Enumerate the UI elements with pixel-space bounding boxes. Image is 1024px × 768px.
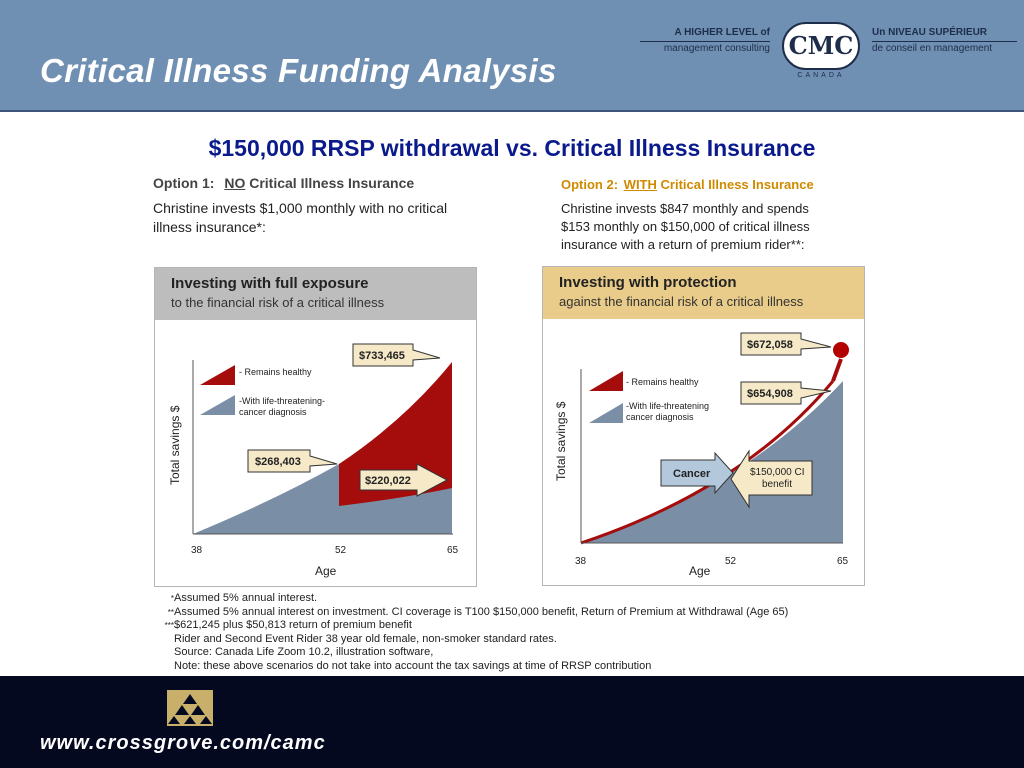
option2-legend-healthy-swatch bbox=[589, 371, 623, 391]
option2-healthy-tail bbox=[831, 358, 843, 382]
option1-callout-mid-box bbox=[247, 449, 338, 473]
option1-cancer-area-early bbox=[193, 464, 339, 534]
option2-benefit-arrow bbox=[730, 449, 813, 509]
footer-url: www.crossgrove.com/camc bbox=[40, 732, 326, 754]
option2-benefit-line2: benefit bbox=[762, 479, 792, 490]
footnote-4-text: Rider and Second Event Rider 38 year old… bbox=[174, 632, 557, 645]
option1-y-label: Total savings $ bbox=[168, 405, 182, 485]
option2-text-line3: insurance with a return of premium rider… bbox=[561, 237, 805, 252]
option1-text-line2: illness insurance*: bbox=[153, 219, 266, 235]
footnote-6: Note: these above scenarios do not take … bbox=[160, 660, 788, 674]
footnote-3-marker: *** bbox=[164, 621, 174, 630]
option2-callout-mid-box bbox=[740, 381, 832, 405]
option1-callout-low-box bbox=[359, 463, 449, 497]
footnote-1: *Assumed 5% annual interest. bbox=[160, 592, 788, 606]
footnote-1-marker: * bbox=[170, 594, 174, 603]
option2-benefit-line1: $150,000 CI bbox=[750, 467, 805, 478]
cmc-logo-canada: CANADA bbox=[797, 72, 845, 79]
option2-cancer-area bbox=[581, 381, 843, 543]
option2-cancer-arrow bbox=[660, 451, 734, 495]
option1-x-label: Age bbox=[315, 564, 337, 578]
option2-x-label: Age bbox=[689, 564, 711, 578]
option2-chart: - Remains healthy -With life-threatening… bbox=[554, 332, 849, 578]
option1-panel-title: Investing with full exposure bbox=[171, 275, 369, 292]
option1-heading-prefix: Option 1: bbox=[153, 175, 215, 191]
option1-chart: - Remains healthy -With life-threatening… bbox=[168, 343, 459, 578]
option2-callout-mid: $654,908 bbox=[747, 388, 793, 400]
cmc-logo: CMC bbox=[782, 22, 860, 70]
option2-legend-healthy: - Remains healthy bbox=[626, 377, 699, 387]
option2-legend-cancer-2: cancer diagnosis bbox=[626, 412, 694, 422]
option1-x-tick-52: 52 bbox=[335, 545, 347, 556]
option1-legend-cancer-1: -With life-threatening- bbox=[239, 396, 325, 406]
slide-subtitle: $150,000 RRSP withdrawal vs. Critical Il… bbox=[208, 135, 816, 161]
tagline-fr-line1: Un NIVEAU SUPÉRIEUR bbox=[872, 27, 988, 38]
option2-callout-top: $672,058 bbox=[747, 339, 793, 351]
option1-legend-healthy: - Remains healthy bbox=[239, 367, 312, 377]
option2-x-tick-52: 52 bbox=[725, 556, 737, 567]
tagline-fr-line2: de conseil en management bbox=[872, 41, 1017, 55]
option1-heading-suffix: Critical Illness Insurance bbox=[249, 175, 415, 191]
tagline-french: Un NIVEAU SUPÉRIEUR de conseil en manage… bbox=[872, 26, 1017, 55]
header-bar: Critical Illness Funding Analysis A HIGH… bbox=[0, 0, 1024, 112]
option2-endpoint-marker bbox=[833, 342, 849, 358]
option2-x-tick-38: 38 bbox=[575, 556, 587, 567]
option2-panel-title: Investing with protection bbox=[559, 274, 737, 291]
footnotes: *Assumed 5% annual interest. **Assumed 5… bbox=[160, 592, 789, 674]
option2-text-line2: $153 monthly on $150,000 of critical ill… bbox=[561, 219, 810, 234]
option1-panel-header: Investing with full exposure to the fina… bbox=[155, 268, 476, 320]
tagline-english: A HIGHER LEVEL of management consulting bbox=[640, 26, 770, 55]
option2-heading: Option 2: WITH Critical Illness Insuranc… bbox=[561, 177, 814, 192]
page-title: Critical Illness Funding Analysis bbox=[40, 52, 557, 89]
option1-x-tick-38: 38 bbox=[191, 545, 203, 556]
option2-cancer-label: Cancer bbox=[673, 468, 711, 480]
footnote-6-text: Note: these above scenarios do not take … bbox=[174, 659, 652, 672]
option1-callout-top: $733,465 bbox=[359, 350, 405, 362]
option1-callout-top-box bbox=[352, 343, 441, 367]
option2-text-line1: Christine invests $847 monthly and spend… bbox=[561, 201, 809, 216]
footnote-3-text: $621,245 plus $50,813 return of premium … bbox=[174, 619, 412, 631]
option2-legend-cancer-1: -With life-threatening bbox=[626, 401, 709, 411]
option1-heading: Option 1: NO Critical Illness Insurance bbox=[153, 175, 414, 191]
option1-text-line1: Christine invests $1,000 monthly with no… bbox=[153, 200, 448, 216]
tagline-en-line1: A HIGHER LEVEL of bbox=[674, 27, 770, 38]
option1-heading-emph: NO bbox=[224, 175, 246, 191]
option2-panel: Investing with protection against the fi… bbox=[542, 266, 865, 586]
option1-callout-low: $220,022 bbox=[365, 475, 411, 487]
option2-x-tick-65: 65 bbox=[837, 556, 849, 567]
option1-x-tick-65: 65 bbox=[447, 545, 459, 556]
footnote-2-marker: ** bbox=[167, 607, 174, 617]
option1-panel: Investing with full exposure to the fina… bbox=[154, 267, 477, 587]
option2-legend-cancer-swatch bbox=[589, 403, 623, 423]
option1-cancer-area-late bbox=[339, 488, 452, 534]
option2-heading-prefix: Option 2: bbox=[561, 177, 619, 192]
footnote-2: **Assumed 5% annual interest on investme… bbox=[160, 605, 789, 620]
option1-panel-subtitle: to the financial risk of a critical illn… bbox=[171, 295, 385, 310]
option2-description: Christine invests $847 monthly and spend… bbox=[561, 200, 810, 254]
footnote-3: ***$621,245 plus $50,813 return of premi… bbox=[160, 619, 788, 633]
option1-legend-cancer-2: cancer diagnosis bbox=[239, 407, 307, 417]
option2-panel-header: Investing with protection against the fi… bbox=[543, 267, 864, 319]
option1-legend-cancer-swatch bbox=[200, 395, 235, 415]
option1-callout-mid: $268,403 bbox=[255, 456, 301, 468]
option1-description: Christine invests $1,000 monthly with no… bbox=[153, 199, 447, 237]
tagline-en-line2: management consulting bbox=[640, 41, 770, 55]
footnote-5: Source: Canada Life Zoom 10.2, illustrat… bbox=[160, 646, 788, 660]
footnote-4: Rider and Second Event Rider 38 year old… bbox=[160, 633, 788, 647]
option2-heading-suffix: Critical Illness Insurance bbox=[660, 177, 814, 192]
option2-heading-emph: WITH bbox=[623, 177, 657, 192]
footnote-2-text: Assumed 5% annual interest on investment… bbox=[174, 605, 789, 618]
footnote-1-text: Assumed 5% annual interest. bbox=[174, 592, 318, 604]
option2-callout-top-box bbox=[740, 332, 832, 356]
crossgrove-logo-icon bbox=[167, 690, 213, 726]
option2-y-label: Total savings $ bbox=[554, 401, 568, 481]
option1-legend-healthy-swatch bbox=[200, 365, 235, 385]
footnote-5-text: Source: Canada Life Zoom 10.2, illustrat… bbox=[174, 646, 434, 658]
option2-panel-subtitle: against the financial risk of a critical… bbox=[559, 294, 804, 309]
